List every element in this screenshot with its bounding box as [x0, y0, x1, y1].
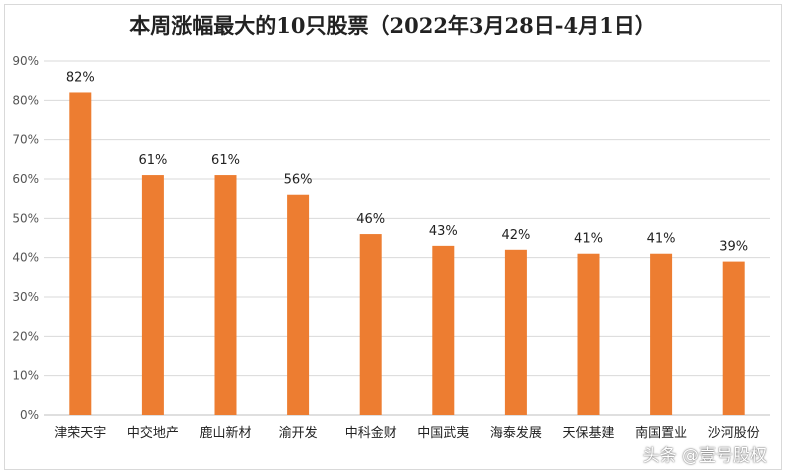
category-label: 中交地产 [127, 425, 179, 441]
bar [577, 253, 600, 415]
y-tick-label: 0% [20, 408, 39, 422]
chart-title: 本周涨幅最大的10只股票（2022年3月28日-4月1日） [129, 13, 656, 38]
data-label: 43% [429, 224, 458, 239]
category-label: 南国置业 [635, 425, 687, 441]
bar [650, 253, 673, 415]
y-tick-label: 10% [12, 369, 39, 383]
category-label: 鹿山新材 [199, 425, 251, 441]
category-label: 海泰发展 [490, 425, 542, 441]
data-label: 41% [647, 232, 676, 247]
data-label: 82% [66, 70, 95, 85]
y-tick-label: 50% [12, 211, 39, 225]
y-tick-label: 90% [12, 54, 39, 68]
category-label: 津荣天宇 [54, 426, 106, 441]
y-tick-label: 20% [12, 329, 39, 343]
bar [287, 194, 310, 415]
category-label: 中国武夷 [417, 425, 469, 441]
category-label: 中科金财 [345, 425, 397, 441]
bar [359, 234, 382, 415]
category-label: 沙河股份 [708, 426, 760, 441]
bar [214, 175, 237, 415]
data-label: 41% [574, 232, 603, 247]
category-label: 渝开发 [279, 425, 318, 441]
data-label: 42% [501, 228, 530, 243]
y-tick-label: 80% [12, 93, 39, 107]
data-label: 61% [138, 153, 167, 168]
data-label: 56% [284, 173, 313, 188]
y-tick-label: 70% [12, 133, 39, 147]
bar [722, 261, 745, 415]
data-label: 39% [719, 240, 748, 255]
data-label: 61% [211, 153, 240, 168]
data-label: 46% [356, 212, 385, 227]
y-tick-label: 60% [12, 172, 39, 186]
bar [69, 92, 92, 415]
y-tick-label: 30% [12, 290, 39, 304]
bar [432, 245, 455, 415]
watermark: 头条 @壹号股权 [642, 446, 767, 466]
bar [504, 249, 527, 415]
y-tick-label: 40% [12, 251, 39, 265]
category-label: 天保基建 [562, 426, 614, 441]
bar [141, 175, 164, 415]
